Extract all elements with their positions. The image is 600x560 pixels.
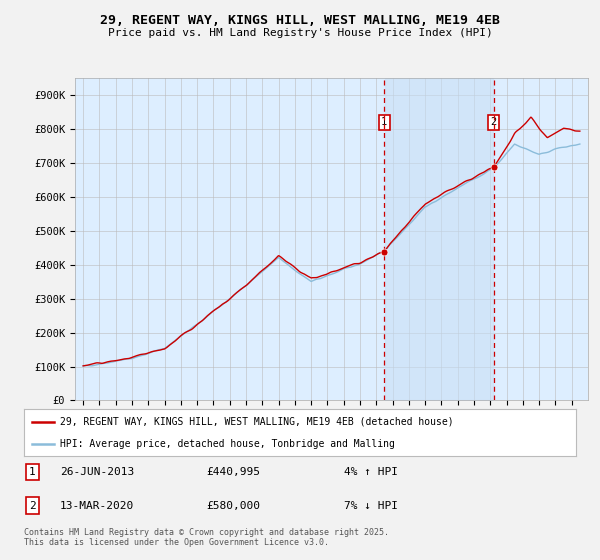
Text: 1: 1	[381, 118, 388, 128]
Text: HPI: Average price, detached house, Tonbridge and Malling: HPI: Average price, detached house, Tonb…	[60, 438, 395, 449]
Text: 26-JUN-2013: 26-JUN-2013	[60, 467, 134, 477]
Text: 4% ↑ HPI: 4% ↑ HPI	[344, 467, 398, 477]
Text: £440,995: £440,995	[206, 467, 260, 477]
Text: Price paid vs. HM Land Registry's House Price Index (HPI): Price paid vs. HM Land Registry's House …	[107, 28, 493, 38]
Text: 1: 1	[29, 467, 35, 477]
Text: £580,000: £580,000	[206, 501, 260, 511]
Text: 2: 2	[490, 118, 497, 128]
Text: 2: 2	[29, 501, 35, 511]
Text: 13-MAR-2020: 13-MAR-2020	[60, 501, 134, 511]
Text: 7% ↓ HPI: 7% ↓ HPI	[344, 501, 398, 511]
Text: 29, REGENT WAY, KINGS HILL, WEST MALLING, ME19 4EB: 29, REGENT WAY, KINGS HILL, WEST MALLING…	[100, 14, 500, 27]
Text: Contains HM Land Registry data © Crown copyright and database right 2025.
This d: Contains HM Land Registry data © Crown c…	[24, 528, 389, 547]
Text: 29, REGENT WAY, KINGS HILL, WEST MALLING, ME19 4EB (detached house): 29, REGENT WAY, KINGS HILL, WEST MALLING…	[60, 417, 454, 427]
